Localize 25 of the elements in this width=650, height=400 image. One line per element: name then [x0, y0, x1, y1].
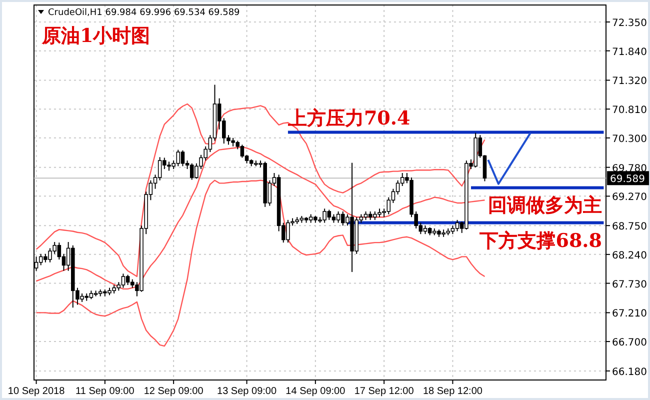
- y-tick-label: 67.730: [612, 279, 647, 290]
- x-tick-label: 18 Sep 12:00: [422, 386, 483, 397]
- y-tick-label: 66.180: [612, 366, 647, 378]
- y-tick-label: 66.700: [612, 338, 647, 349]
- y-tick-label: 71.840: [612, 46, 647, 58]
- series-label: 回调做多为主: [488, 194, 602, 217]
- x-tick-label: 17 Sep 12:00: [354, 386, 414, 397]
- x-tick-label: 11 Sep 09:00: [76, 386, 135, 397]
- y-tick-label: 68.750: [612, 222, 647, 233]
- series-label: 下方支撑68.8: [478, 230, 602, 252]
- y-tick-label: 70.810: [612, 105, 647, 116]
- x-tick-label: 14 Sep 09:00: [286, 386, 346, 397]
- ref-line-label: 69.589: [610, 174, 645, 186]
- x-tick-label: 12 Sep 09:00: [144, 386, 204, 397]
- y-tick-label: 72.350: [612, 18, 647, 29]
- y-tick-label: 69.270: [612, 192, 647, 204]
- x-tick-label: 13 Sep 09:00: [217, 386, 277, 397]
- x-tick-label: 10 Sep 2018: [8, 386, 66, 397]
- chart-subtitle: CrudeOil,H1 69.984 69.996 69.534 69.589: [48, 8, 240, 18]
- y-tick-label: 67.210: [612, 308, 647, 320]
- series-label: 上方压力70.4: [286, 107, 410, 130]
- y-tick-label: 70.300: [612, 134, 647, 145]
- y-tick-label: 68.240: [612, 250, 647, 262]
- text: 原油1小时图: [41, 25, 150, 47]
- y-tick-label: 71.320: [612, 76, 647, 88]
